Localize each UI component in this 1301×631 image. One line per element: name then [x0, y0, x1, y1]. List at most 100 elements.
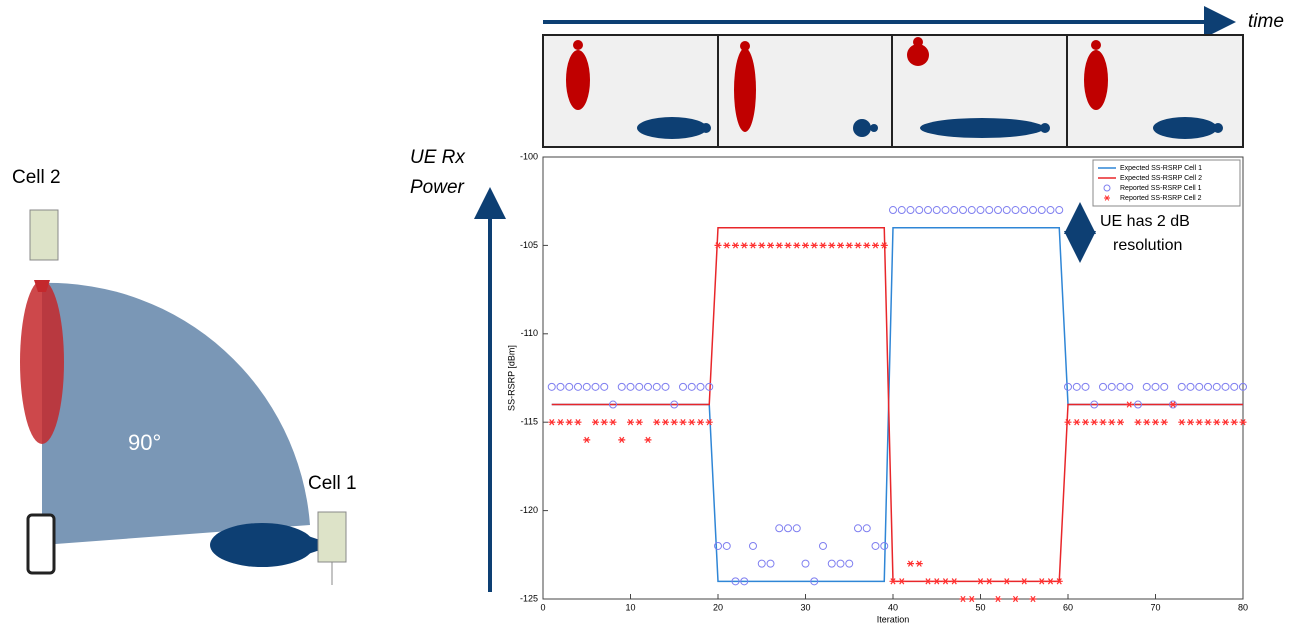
point [722, 541, 731, 550]
point [1002, 206, 1011, 215]
point [653, 419, 661, 426]
point [836, 559, 845, 568]
point [1046, 206, 1055, 215]
legend-swatch [1104, 195, 1110, 201]
point [907, 560, 914, 567]
point [687, 382, 696, 391]
point [679, 419, 687, 426]
y-tick-label: -120 [520, 505, 538, 515]
point [626, 382, 635, 391]
point [942, 578, 949, 585]
point [697, 419, 704, 426]
point [1221, 382, 1230, 391]
point [915, 206, 924, 215]
point [1152, 419, 1159, 426]
point [1082, 419, 1089, 426]
cell2-beam [20, 280, 64, 444]
point [1099, 382, 1107, 391]
point [1081, 382, 1090, 391]
point [1187, 419, 1194, 426]
point [617, 382, 626, 391]
point [1047, 578, 1054, 585]
point [1072, 382, 1081, 391]
cell1-antenna [317, 511, 347, 563]
point [854, 524, 862, 533]
point [837, 242, 844, 249]
point [565, 382, 574, 391]
point [802, 242, 809, 249]
point [863, 242, 871, 249]
x-tick-label: 60 [1063, 602, 1073, 612]
x-tick-label: 70 [1150, 602, 1160, 612]
point [1222, 419, 1229, 426]
angle-label: 90° [128, 430, 161, 455]
cell1-sidelobe [305, 535, 320, 555]
point [740, 577, 749, 586]
point [959, 595, 967, 603]
point [547, 382, 556, 391]
point [1177, 382, 1186, 391]
x-tick-label: 20 [713, 602, 723, 612]
point [1099, 419, 1107, 426]
resolution-note: resolution [1113, 237, 1182, 254]
point [933, 578, 941, 585]
point [845, 559, 854, 568]
cell1-label: Cell 1 [308, 473, 357, 494]
legend-label: Expected SS-RSRP Cell 2 [1120, 175, 1202, 182]
power-label: Power [410, 177, 465, 198]
point [959, 206, 967, 215]
point [1151, 382, 1160, 391]
point [592, 419, 599, 426]
point [670, 400, 679, 409]
point [1073, 419, 1081, 426]
point [915, 560, 923, 567]
point [583, 436, 591, 444]
point [950, 206, 959, 215]
point [635, 382, 644, 391]
point [1116, 382, 1125, 391]
point [1011, 206, 1020, 215]
point [985, 206, 994, 215]
point [635, 419, 643, 426]
x-tick-label: 10 [625, 602, 635, 612]
point [1204, 382, 1212, 391]
point [1090, 400, 1099, 409]
point [644, 382, 652, 391]
point [1055, 206, 1064, 215]
point [609, 419, 617, 426]
point [757, 559, 766, 568]
legend-label: Reported SS-RSRP Cell 1 [1120, 185, 1202, 192]
point [898, 578, 906, 585]
point [1230, 419, 1238, 426]
point [723, 242, 731, 249]
point [1213, 419, 1221, 426]
x-tick-label: 0 [540, 602, 545, 612]
point [1239, 382, 1247, 391]
point [872, 242, 879, 249]
cell2-label: Cell 2 [12, 167, 61, 188]
point [1230, 382, 1239, 391]
point [1055, 578, 1063, 585]
cell2-antenna [29, 209, 59, 261]
resolution-note: UE has 2 dB [1100, 213, 1190, 230]
point [705, 419, 713, 426]
point [967, 206, 976, 215]
point [1090, 419, 1098, 426]
point [565, 419, 573, 426]
point [714, 541, 722, 550]
point [1107, 382, 1116, 391]
legend-swatch [1103, 184, 1111, 192]
point [1037, 206, 1046, 215]
point [1186, 382, 1195, 391]
point [705, 382, 714, 391]
y-tick-label: -125 [520, 593, 538, 603]
cell2-sidelobe [34, 280, 50, 292]
point [932, 206, 941, 215]
point [1117, 419, 1124, 426]
point [582, 382, 591, 391]
point [600, 419, 608, 426]
point [609, 400, 617, 409]
point [652, 382, 661, 391]
x-tick-label: 50 [975, 602, 985, 612]
